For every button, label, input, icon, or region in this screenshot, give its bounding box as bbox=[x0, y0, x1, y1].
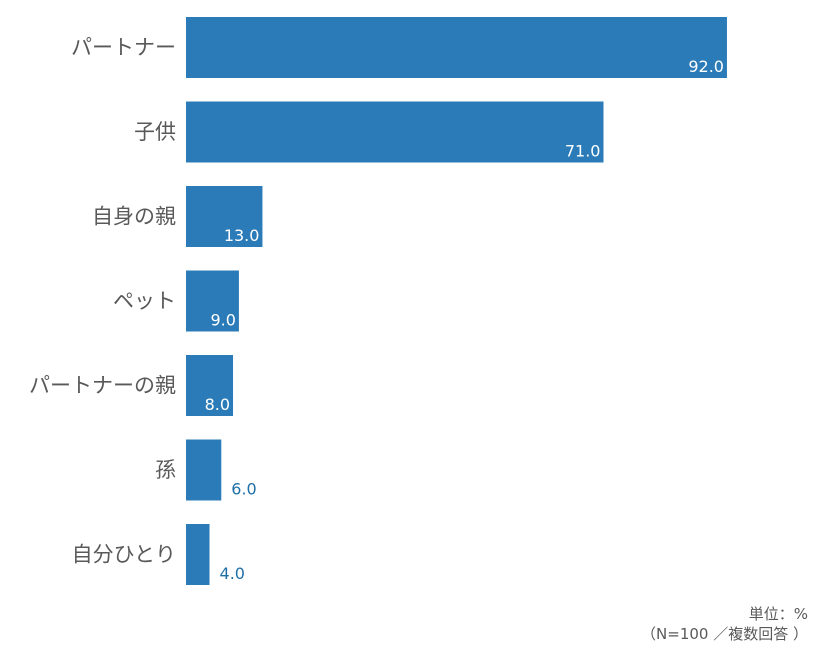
category-label-1: パートナー bbox=[71, 36, 176, 60]
bar-5 bbox=[186, 355, 234, 416]
bar-3 bbox=[186, 186, 263, 247]
bar-2 bbox=[186, 101, 604, 163]
category-label-7: 自分ひとり bbox=[72, 543, 176, 567]
value-label-4: 9.0 bbox=[210, 311, 235, 330]
category-label-6: 孫 bbox=[155, 458, 176, 482]
value-label-3: 13.0 bbox=[224, 226, 260, 245]
value-label-1: 92.0 bbox=[688, 57, 724, 76]
sample-note: （N=100 ／複数回答 ） bbox=[641, 625, 808, 643]
bar-1 bbox=[186, 17, 727, 78]
category-label-4: ペット bbox=[113, 289, 176, 313]
category-label-3: 自身の親 bbox=[92, 205, 176, 229]
value-label-2: 71.0 bbox=[565, 142, 601, 161]
value-label-7: 4.0 bbox=[220, 564, 245, 583]
category-label-2: 子供 bbox=[134, 120, 176, 144]
unit-label: 単位：% bbox=[748, 605, 808, 623]
bar-4 bbox=[186, 270, 239, 332]
bar-7 bbox=[186, 524, 210, 585]
bar-6 bbox=[186, 439, 222, 501]
value-label-6: 6.0 bbox=[231, 480, 256, 499]
unit-note: 単位：% （N=100 ／複数回答 ） bbox=[548, 604, 808, 644]
category-label-5: パートナーの親 bbox=[29, 374, 176, 398]
value-label-5: 8.0 bbox=[205, 395, 230, 414]
